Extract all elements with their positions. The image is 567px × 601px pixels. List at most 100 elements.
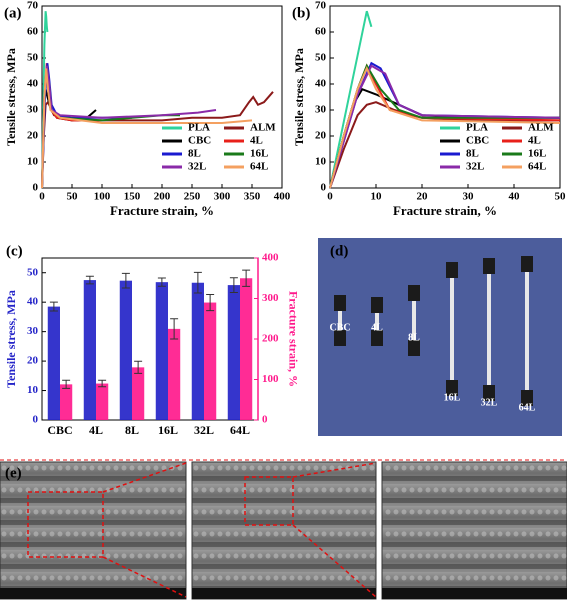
series-line (329, 10, 373, 189)
bar (60, 384, 73, 420)
error-bar (229, 277, 238, 293)
y2-tick-label: 200 (262, 333, 279, 345)
info-bar (192, 588, 376, 599)
bar (240, 278, 253, 420)
error-bar (98, 379, 107, 388)
specimen-gauge (375, 313, 379, 330)
sem-image (191, 461, 377, 600)
x-tick-label: 50 (67, 191, 79, 203)
y-tick-label: 70 (27, 0, 39, 12)
x-tick-label: 250 (184, 191, 201, 203)
specimen-grip (408, 340, 420, 356)
y-tick-label: 40 (315, 78, 327, 90)
y-tick-label: 10 (27, 156, 39, 168)
y-tick-label: 10 (27, 384, 39, 396)
y-tick-label: 50 (315, 52, 327, 64)
info-bar (382, 588, 567, 599)
series-line (41, 63, 102, 189)
zoom-line (102, 462, 187, 493)
y-tick-label: 40 (27, 78, 39, 90)
specimen-grip (334, 330, 346, 346)
bar (119, 280, 132, 420)
specimen-grip (371, 330, 383, 346)
series-line (329, 101, 560, 189)
error-bar (134, 360, 143, 374)
zoom-line (292, 524, 377, 598)
y-tick-label: 40 (27, 296, 39, 308)
legend-label: 4L (250, 135, 263, 147)
y-tick-label: 30 (27, 325, 39, 337)
panel-label: (b) (292, 5, 310, 21)
error-bar (157, 277, 166, 287)
x-tick-label: 300 (214, 191, 231, 203)
x-axis-label: Fracture strain, % (110, 203, 214, 218)
specimen-label: 4L (371, 322, 383, 333)
y-tick-label: 0 (321, 182, 327, 194)
panel-label: (d) (330, 243, 348, 259)
specimen-grip (483, 385, 495, 401)
legend-label: CBC (188, 135, 211, 147)
bar (155, 282, 168, 420)
legend-label: 32L (466, 161, 484, 173)
y-tick-label: 10 (315, 156, 327, 168)
sem-image (0, 461, 187, 600)
y-tick-label: 20 (27, 130, 39, 142)
y-tick-label: 60 (315, 26, 327, 38)
x-tick-label: 350 (244, 191, 261, 203)
specimen-gauge (412, 301, 416, 340)
error-bar (62, 379, 71, 389)
y-tick-label: 0 (33, 414, 39, 426)
legend-label: 32L (188, 161, 206, 173)
x-tick-label: 150 (124, 191, 141, 203)
y-tick-label: 30 (27, 104, 39, 116)
specimen-grip (521, 256, 533, 272)
specimen-label: 32L (481, 397, 498, 408)
panel-label: (c) (6, 243, 23, 259)
legend-label: 64L (528, 161, 546, 173)
specimen-grip (371, 297, 383, 313)
x-tick-label: 10 (371, 191, 383, 203)
y2-tick-label: 0 (262, 414, 268, 426)
specimen-label: 8L (408, 332, 420, 343)
specimen-gauge (487, 274, 491, 385)
x-tick-label: 8L (125, 423, 139, 437)
panel-label: (a) (4, 5, 22, 21)
panel-label: (e) (5, 465, 22, 481)
x-tick-label: 200 (154, 191, 171, 203)
x-tick-label: 50 (555, 191, 567, 203)
x-tick-label: CBC (47, 423, 72, 437)
y-axis-label: Tensile stress, MPa (4, 290, 18, 388)
y-tick-label: 60 (27, 26, 39, 38)
specimen-label: 64L (519, 402, 536, 413)
specimen-grip (483, 258, 495, 274)
bar (83, 280, 96, 420)
y-tick-label: 30 (315, 104, 327, 116)
error-bar (121, 272, 130, 289)
legend-label: ALM (250, 122, 276, 134)
plot-frame (41, 5, 283, 189)
zoom-line (102, 556, 187, 598)
y-axis-label: Tensile stress, MPa (4, 48, 18, 146)
legend-label: 16L (528, 148, 546, 160)
x-tick-label: 16L (158, 423, 178, 437)
y2-tick-label: 400 (262, 252, 279, 264)
x-tick-label: 100 (94, 191, 111, 203)
y-tick-label: 50 (27, 266, 39, 278)
specimen-gauge (525, 272, 529, 390)
x-tick-label: 0 (39, 191, 45, 203)
specimen-grip (334, 295, 346, 311)
specimen-grip (408, 285, 420, 301)
series-line (329, 64, 561, 189)
bar (191, 282, 204, 420)
error-bar (193, 271, 202, 294)
x-tick-label: 40 (509, 191, 521, 203)
y-tick-label: 70 (315, 0, 327, 12)
bar (132, 367, 145, 420)
legend-label: ALM (528, 122, 554, 134)
x-tick-label: 0 (327, 191, 333, 203)
x-tick-label: 20 (417, 191, 429, 203)
sem-image (381, 461, 567, 600)
sem-images (0, 459, 567, 600)
plot-frame (41, 257, 259, 421)
plot-frame (329, 5, 561, 189)
